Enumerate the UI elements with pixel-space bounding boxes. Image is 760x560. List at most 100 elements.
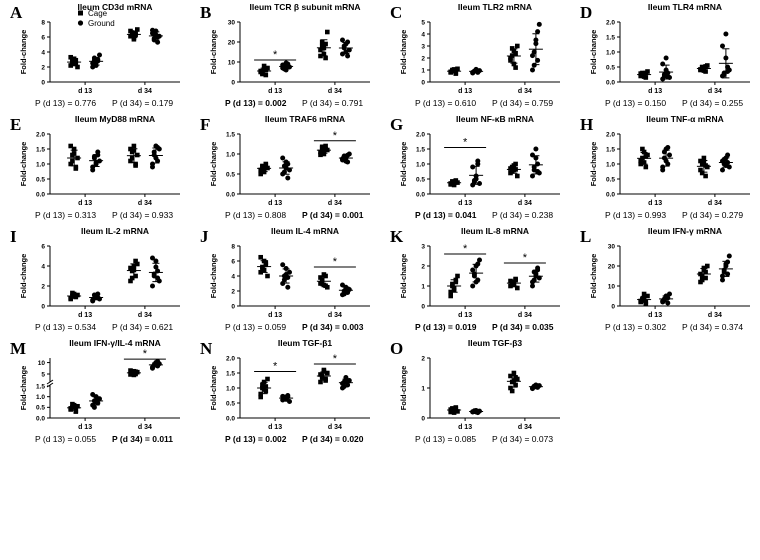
y-axis-label: Fold-change [209, 254, 218, 299]
y-tick-label: 1.5 [606, 34, 615, 41]
data-point-cage [699, 65, 705, 70]
panel-n: N Ileum TGF-β1 Fold-change 0.0 0.5 1.0 1.5 2.0 d… [200, 338, 370, 444]
data-point-cage [508, 166, 513, 171]
x-tick-label: d 13 [458, 424, 472, 431]
x-tick-label: d 13 [78, 312, 92, 319]
panel-letter: H [580, 115, 593, 134]
x-tick-label: d 13 [648, 200, 662, 207]
y-axis-label: Fold-change [209, 366, 218, 411]
x-tick-label: d 34 [518, 88, 532, 95]
y-axis-label: Fold-change [589, 30, 598, 75]
y-tick-label: 3 [421, 43, 425, 50]
data-point-cage [321, 151, 327, 157]
data-point-cage [513, 65, 518, 70]
data-point-ground [667, 291, 672, 297]
y-tick-label: 2.0 [36, 131, 45, 138]
data-point-cage [258, 394, 263, 400]
data-point-cage [128, 33, 133, 39]
data-point-ground [285, 284, 291, 290]
data-point-cage [513, 375, 518, 380]
data-point-cage [68, 54, 73, 60]
y-tick-label: 10 [38, 360, 46, 367]
y-axis-label: Fold-change [209, 142, 218, 187]
data-point-cage [73, 57, 79, 63]
data-point-cage [318, 149, 323, 155]
y-tick-label: 6 [231, 258, 235, 265]
y-axis-label: Fold-change [589, 142, 598, 187]
panel-letter: K [390, 227, 404, 246]
y-tick-label: 0.5 [606, 64, 615, 71]
data-point-cage [258, 171, 263, 177]
data-point-ground [91, 404, 97, 410]
y-tick-label: 0 [41, 79, 45, 86]
data-point-cage [319, 375, 325, 380]
data-point-ground [530, 152, 535, 158]
y-tick-label: 1.0 [36, 394, 45, 401]
data-point-ground [533, 146, 539, 152]
data-point-ground [150, 255, 155, 261]
p-value-d13: P (d 13) = 0.534 [35, 322, 96, 332]
data-point-cage [319, 43, 325, 49]
x-tick-label: d 13 [458, 312, 472, 319]
data-point-ground [150, 164, 155, 170]
x-tick-label: d 34 [708, 312, 722, 319]
y-tick-label: 0.5 [36, 176, 45, 183]
data-point-cage [325, 29, 330, 35]
y-tick-label: 1.0 [226, 151, 235, 158]
panel-letter: D [580, 3, 592, 22]
data-point-cage [318, 372, 323, 377]
data-point-ground [660, 164, 666, 170]
legend-marker-cage [78, 10, 83, 16]
data-point-cage [323, 146, 328, 152]
data-point-ground [720, 277, 725, 283]
data-point-cage [643, 164, 649, 170]
y-tick-label: 0.5 [226, 171, 235, 178]
data-point-cage [323, 143, 328, 149]
data-point-cage [128, 265, 133, 271]
data-point-ground [530, 53, 535, 59]
chart-title: Ileum TLR4 mRNA [648, 2, 722, 12]
p-value-d34: P (d 34) = 0.179 [112, 98, 173, 108]
data-point-cage [133, 273, 138, 279]
x-tick-label: d 13 [458, 88, 472, 95]
data-point-cage [699, 277, 705, 283]
panel-letter: I [10, 227, 17, 246]
p-value-d34: P (d 34) = 0.035 [492, 322, 554, 332]
data-point-cage [455, 66, 460, 72]
y-tick-label: 20 [228, 39, 236, 46]
panel-letter: B [200, 3, 211, 22]
p-value-d34: P (d 34) = 0.933 [112, 210, 173, 220]
y-tick-label: 0.5 [606, 176, 615, 183]
p-value-d13: P (d 13) = 0.055 [35, 434, 96, 444]
y-tick-label: 2 [421, 263, 425, 270]
x-tick-label: d 13 [458, 200, 472, 207]
y-tick-label: 6 [41, 243, 45, 250]
panel-l: L Ileum IFN-γ mRNA Fold-change 0 10 20 30 d 13 d… [580, 226, 750, 332]
panel-c: C Ileum TLR2 mRNA Fold-change 0 1 2 3 4 5 d 13 d 3… [390, 2, 560, 108]
data-point-cage [70, 158, 75, 164]
data-point-cage [508, 55, 513, 61]
x-tick-label: d 34 [328, 200, 342, 207]
data-point-cage [323, 41, 328, 47]
y-tick-label: 2 [421, 55, 425, 62]
x-tick-label: d 13 [648, 88, 662, 95]
y-tick-label: 0.0 [416, 191, 425, 198]
data-point-cage [319, 279, 325, 285]
y-tick-label: 1 [421, 283, 425, 290]
y-tick-label: 6 [41, 34, 45, 41]
p-value-d34: P (d 34) = 0.003 [302, 322, 364, 332]
y-tick-label: 1 [421, 67, 425, 74]
data-point-cage [321, 272, 327, 277]
data-point-cage [509, 388, 515, 394]
data-point-ground [663, 55, 669, 61]
panel-b: B Ileum TCR β subunit mRNA Fold-change 0 10 2… [200, 2, 370, 108]
p-value-d34: P (d 34) = 0.279 [682, 210, 743, 220]
x-tick-label: d 34 [138, 88, 152, 95]
y-tick-label: 8 [231, 243, 235, 250]
data-point-ground [725, 152, 731, 158]
significance-star: * [143, 348, 148, 360]
p-value-d34: P (d 34) = 0.791 [302, 98, 363, 108]
data-point-cage [323, 55, 328, 61]
